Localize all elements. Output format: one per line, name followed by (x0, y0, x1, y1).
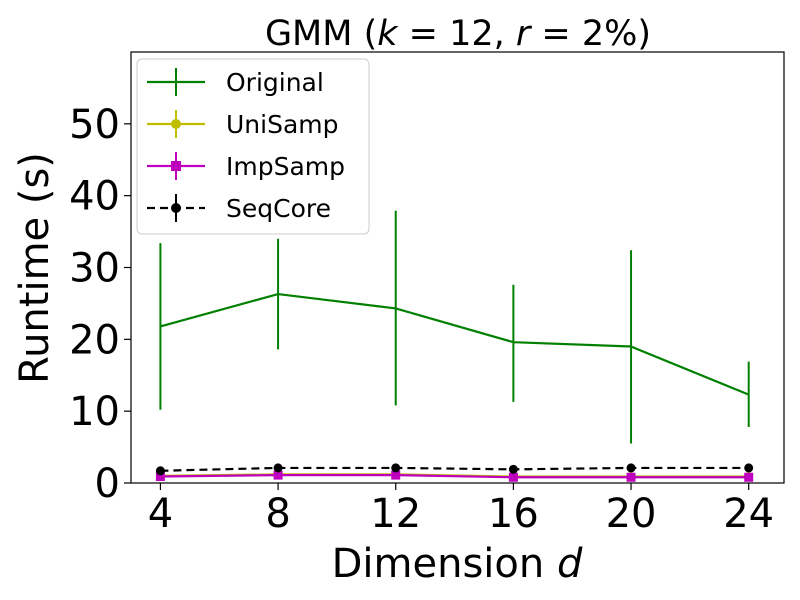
x-tick-label: 16 (488, 491, 539, 537)
legend-item-original: Original (147, 68, 324, 97)
chart-title: GMM (k = 12, r = 2%) (265, 14, 651, 54)
legend-marker (171, 203, 181, 213)
series-line (160, 466, 749, 472)
legend-marker (171, 161, 181, 171)
legend-item-seqcore: SeqCore (147, 194, 331, 223)
legend-label: UniSamp (226, 110, 339, 139)
legend-label: SeqCore (226, 194, 331, 223)
legend-box (136, 58, 370, 235)
series-line (160, 473, 749, 479)
series-original (159, 210, 750, 444)
data-point (273, 463, 283, 473)
data-point (508, 472, 518, 482)
y-tick-label: 10 (69, 389, 120, 435)
y-tick-label: 50 (69, 102, 120, 148)
x-tick-label: 20 (606, 491, 657, 537)
series-line (160, 292, 750, 396)
y-tick-label: 40 (69, 174, 120, 220)
y-tick-label: 20 (69, 317, 120, 363)
x-tick-label: 8 (265, 491, 290, 537)
x-tick-label: 4 (148, 491, 173, 537)
series-impsamp (155, 470, 754, 482)
data-point (391, 463, 401, 473)
legend-item-impsamp: ImpSamp (147, 152, 345, 181)
x-axis: 4 8 12 16 20 24 (148, 483, 774, 537)
data-point (626, 463, 636, 473)
legend-marker (171, 119, 181, 129)
x-axis-label: Dimension d (332, 541, 583, 587)
data-point (155, 466, 165, 476)
data-point (508, 464, 518, 474)
series-seqcore (155, 463, 754, 476)
x-tick-label: 12 (370, 491, 421, 537)
y-axis: 0 10 20 30 40 50 (69, 102, 131, 507)
legend: Original UniSamp ImpSamp SeqCore (136, 58, 370, 235)
data-point (744, 472, 754, 482)
legend-item-unisamp: UniSamp (147, 110, 339, 139)
y-tick-label: 0 (95, 461, 120, 507)
series-layer (155, 210, 754, 482)
data-point (744, 463, 754, 473)
legend-label: ImpSamp (226, 152, 345, 181)
data-point (626, 472, 636, 482)
y-tick-label: 30 (69, 246, 120, 292)
legend-label: Original (226, 68, 324, 97)
y-axis-label: Runtime (s) (12, 152, 58, 384)
x-tick-label: 24 (723, 491, 774, 537)
